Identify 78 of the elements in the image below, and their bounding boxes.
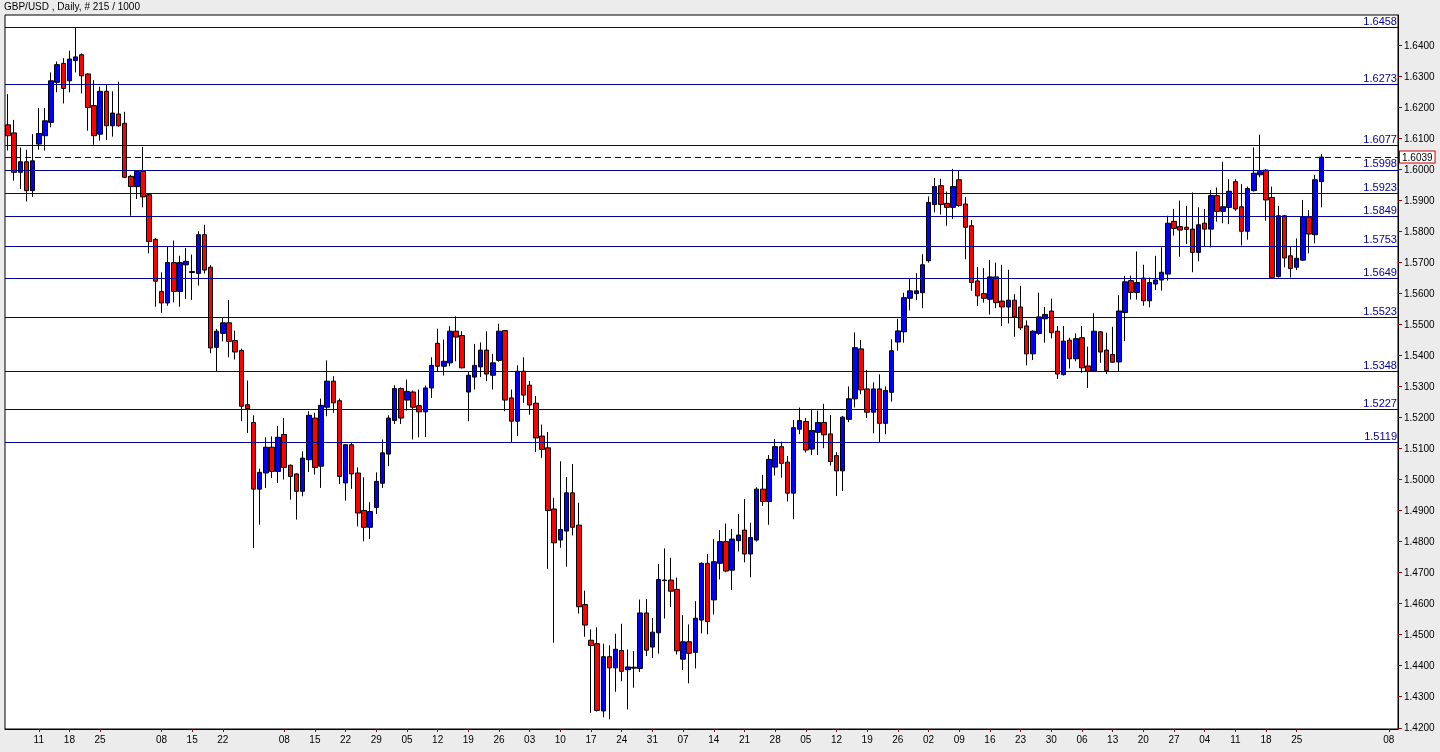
x-tick-label: 21 <box>738 733 751 745</box>
x-tick-label: 18 <box>63 733 76 745</box>
x-tick-label: 26 <box>493 733 505 745</box>
x-tick-label: 19 <box>861 733 874 745</box>
ref-line-label: 1.5923 <box>1363 180 1397 193</box>
ref-line-label: 1.5523 <box>1363 304 1397 317</box>
ref-line-label: 1.5348 <box>1363 359 1397 372</box>
y-tick-label: 1.4400 <box>1404 660 1436 672</box>
ref-line-label: 1.5227 <box>1363 396 1397 409</box>
x-tick-label: 18 <box>1260 733 1273 745</box>
x-tick-label: 13 <box>1107 733 1119 745</box>
x-tick-label: 24 <box>616 733 628 745</box>
y-tick-label: 1.5200 <box>1404 411 1436 423</box>
x-tick-label: 14 <box>708 733 720 745</box>
x-tick-label: 15 <box>309 733 321 745</box>
y-tick-label: 1.5100 <box>1404 442 1436 454</box>
y-tick-label: 1.6100 <box>1404 132 1436 144</box>
y-tick-label: 1.5300 <box>1404 380 1436 392</box>
x-tick-label: 07 <box>677 733 690 745</box>
ref-line-label: 1.6039 <box>1402 151 1434 163</box>
x-tick-label: 08 <box>155 733 168 745</box>
x-tick-label: 12 <box>830 733 843 745</box>
y-tick-label: 1.6000 <box>1404 163 1436 175</box>
ref-line-label: 1.6273 <box>1363 72 1397 85</box>
x-tick-label: 22 <box>340 733 352 745</box>
y-tick-label: 1.4700 <box>1404 567 1436 579</box>
y-tick-label: 1.5800 <box>1404 225 1436 237</box>
x-tick-label: 02 <box>922 733 935 745</box>
x-tick-label: 30 <box>1045 733 1058 745</box>
y-tick-label: 1.4600 <box>1404 598 1436 610</box>
y-tick-label: 1.5400 <box>1404 349 1436 361</box>
x-tick-label: 25 <box>94 733 107 745</box>
y-tick-label: 1.5600 <box>1404 287 1436 299</box>
x-tick-label: 03 <box>524 733 536 745</box>
x-tick-label: 04 <box>1199 733 1211 745</box>
x-tick-label: 31 <box>646 733 659 745</box>
x-tick-label: 20 <box>1137 733 1150 745</box>
ref-line-label: 1.5849 <box>1363 203 1397 216</box>
x-tick-label: 11 <box>1230 733 1242 745</box>
y-tick-label: 1.4300 <box>1404 691 1436 703</box>
x-tick-label: 26 <box>892 733 904 745</box>
y-tick-label: 1.4900 <box>1404 505 1436 517</box>
y-tick-label: 1.4500 <box>1404 629 1436 641</box>
y-tick-label: 1.4200 <box>1404 722 1436 734</box>
chart-title: GBP/USD , Daily, # 215 / 1000 <box>4 0 141 12</box>
x-tick-label: 28 <box>769 733 782 745</box>
x-tick-label: 08 <box>1383 733 1395 745</box>
y-tick-label: 1.6200 <box>1404 101 1436 113</box>
y-tick-label: 1.4800 <box>1404 536 1436 548</box>
x-tick-label: 10 <box>554 733 567 745</box>
x-tick-label: 08 <box>278 733 291 745</box>
x-tick-label: 09 <box>953 733 966 745</box>
y-tick-label: 1.6400 <box>1404 39 1436 51</box>
x-tick-label: 19 <box>462 733 475 745</box>
x-tick-label: 05 <box>401 733 413 745</box>
x-tick-label: 15 <box>186 733 199 745</box>
ref-line-label: 1.5649 <box>1363 265 1397 278</box>
x-tick-label: 16 <box>984 733 996 745</box>
x-tick-label: 17 <box>585 733 598 745</box>
ref-line-label: 1.5753 <box>1363 233 1397 246</box>
y-tick-label: 1.5900 <box>1404 194 1436 206</box>
x-tick-label: 06 <box>1076 733 1088 745</box>
x-tick-label: 05 <box>800 733 812 745</box>
y-tick-label: 1.5000 <box>1404 474 1436 486</box>
ref-line-label: 1.5119 <box>1364 430 1397 443</box>
ref-line-label: 1.6458 <box>1363 14 1397 27</box>
x-tick-label: 22 <box>217 733 229 745</box>
x-tick-label: 27 <box>1168 733 1181 745</box>
x-tick-label: 23 <box>1015 733 1027 745</box>
ref-line-label: 1.6077 <box>1363 132 1397 145</box>
x-tick-label: 11 <box>33 733 45 745</box>
ref-line-label: 1.5998 <box>1363 157 1397 170</box>
y-tick-label: 1.6300 <box>1404 70 1436 82</box>
y-tick-label: 1.5500 <box>1404 318 1436 330</box>
y-tick-label: 1.5700 <box>1404 256 1436 268</box>
x-tick-label: 29 <box>370 733 383 745</box>
x-tick-label: 25 <box>1291 733 1303 745</box>
x-tick-label: 12 <box>432 733 444 745</box>
